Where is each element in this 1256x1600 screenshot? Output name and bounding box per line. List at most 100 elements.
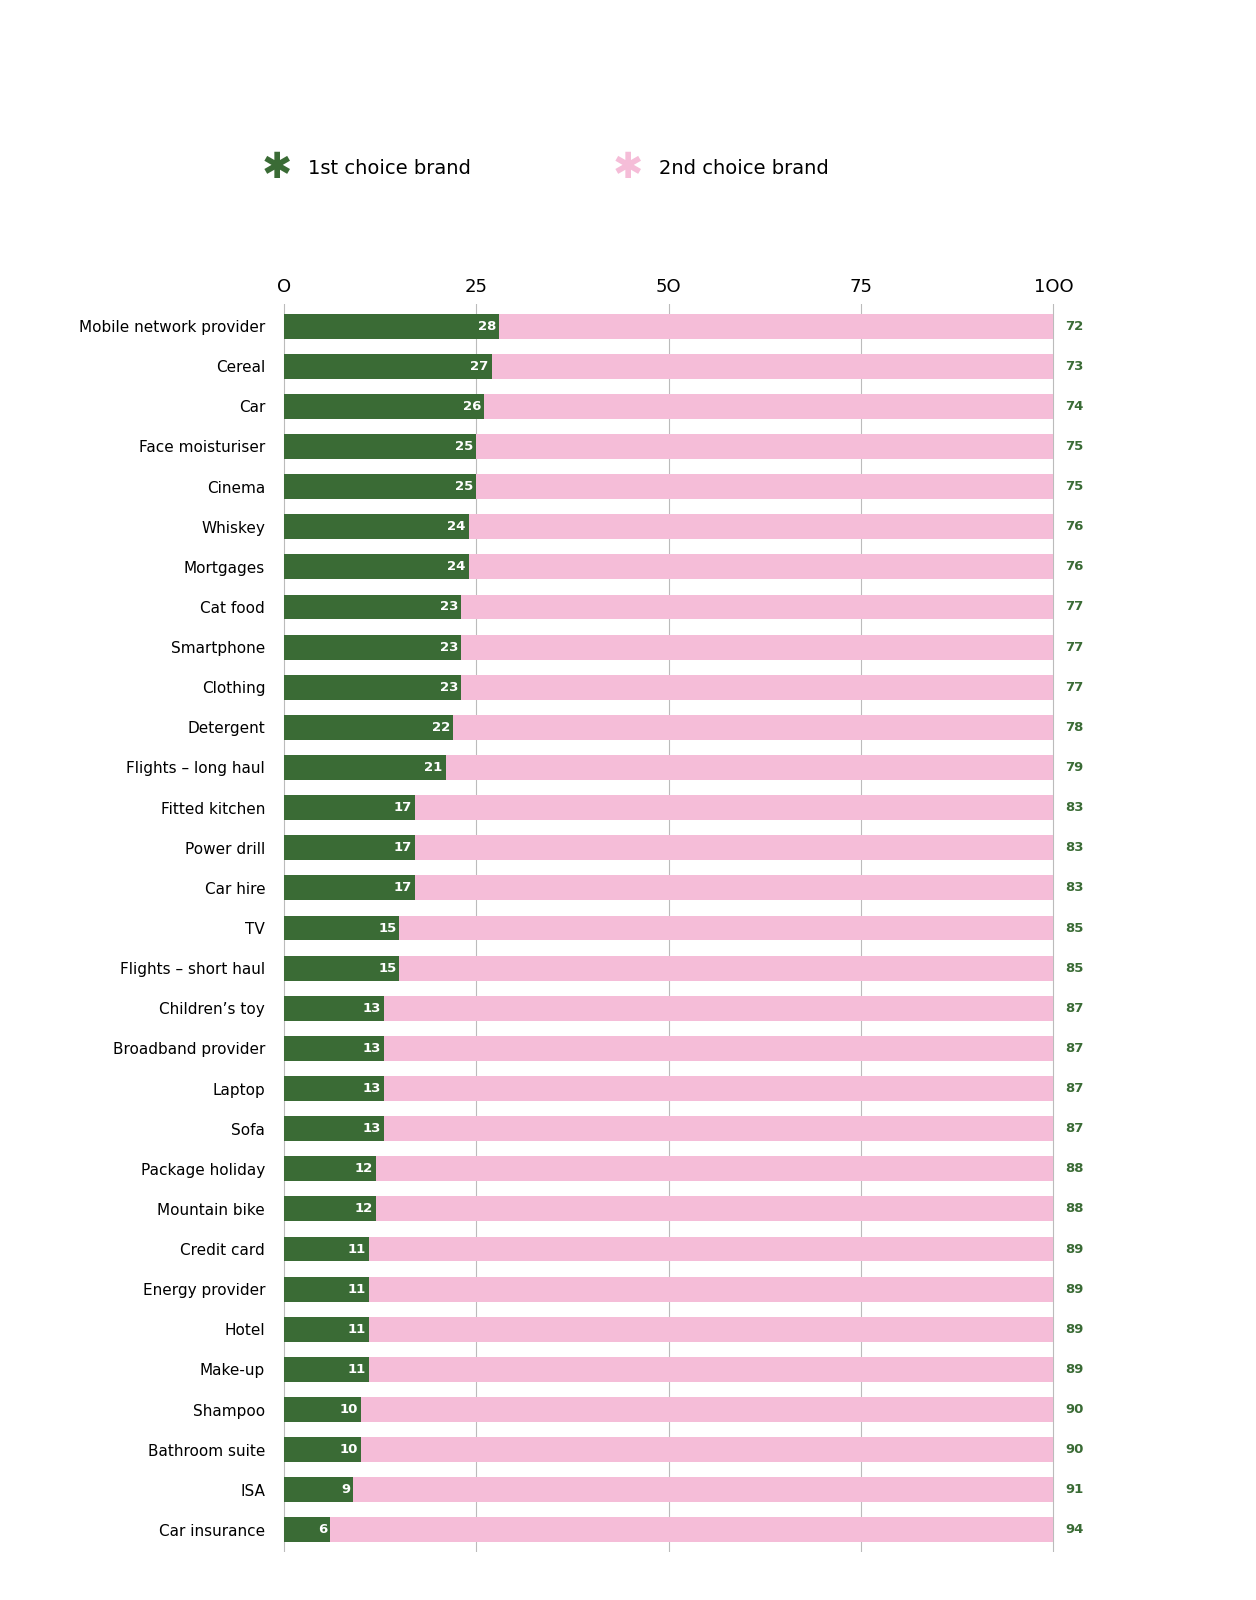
Text: 87: 87 — [1065, 1042, 1084, 1054]
Text: 13: 13 — [363, 1002, 381, 1014]
Text: 21: 21 — [425, 762, 442, 774]
Bar — [284, 1237, 1054, 1261]
Text: 75: 75 — [1065, 480, 1083, 493]
Bar — [284, 755, 446, 779]
Text: 15: 15 — [378, 922, 397, 934]
Bar — [284, 635, 1054, 659]
Text: 25: 25 — [455, 440, 474, 453]
Text: ✱: ✱ — [261, 150, 291, 186]
Text: 13: 13 — [363, 1082, 381, 1094]
Bar — [284, 1237, 369, 1261]
Bar — [284, 955, 399, 981]
Bar — [284, 314, 1054, 339]
Text: 23: 23 — [440, 640, 458, 653]
Text: 25: 25 — [455, 480, 474, 493]
Text: 17: 17 — [393, 882, 412, 894]
Text: 1st choice brand: 1st choice brand — [308, 158, 471, 178]
Bar — [284, 1197, 377, 1221]
Text: 23: 23 — [440, 680, 458, 694]
Bar — [284, 795, 414, 821]
Text: 75: 75 — [1065, 440, 1083, 453]
Text: 6: 6 — [318, 1523, 327, 1536]
Text: 78: 78 — [1065, 722, 1084, 734]
Text: 10: 10 — [339, 1403, 358, 1416]
Bar — [284, 314, 500, 339]
Bar — [284, 1517, 1054, 1542]
Bar — [284, 474, 476, 499]
Text: 24: 24 — [447, 520, 466, 533]
Text: 87: 87 — [1065, 1002, 1084, 1014]
Text: 13: 13 — [363, 1122, 381, 1134]
Bar — [284, 875, 1054, 901]
Text: 72: 72 — [1065, 320, 1083, 333]
Bar — [284, 1157, 377, 1181]
Text: 79: 79 — [1065, 762, 1083, 774]
Text: 27: 27 — [471, 360, 489, 373]
Text: 17: 17 — [393, 842, 412, 854]
Text: 74: 74 — [1065, 400, 1084, 413]
Text: 89: 89 — [1065, 1283, 1084, 1296]
Bar — [284, 875, 414, 901]
Bar — [284, 995, 1054, 1021]
Bar — [284, 555, 1054, 579]
Text: 22: 22 — [432, 722, 450, 734]
Text: 88: 88 — [1065, 1203, 1084, 1216]
Bar — [284, 755, 1054, 779]
Bar — [284, 955, 1054, 981]
Text: 11: 11 — [348, 1243, 365, 1256]
Bar — [284, 715, 453, 739]
Text: 87: 87 — [1065, 1122, 1084, 1134]
Bar — [284, 1357, 369, 1382]
Bar — [284, 1477, 353, 1502]
Bar — [284, 1357, 1054, 1382]
Text: 83: 83 — [1065, 882, 1084, 894]
Text: 88: 88 — [1065, 1162, 1084, 1176]
Text: 85: 85 — [1065, 962, 1084, 974]
Text: 94: 94 — [1065, 1523, 1084, 1536]
Text: 77: 77 — [1065, 640, 1083, 653]
Text: 91: 91 — [1065, 1483, 1083, 1496]
Text: 11: 11 — [348, 1283, 365, 1296]
Bar — [284, 995, 384, 1021]
Text: 11: 11 — [348, 1363, 365, 1376]
Text: 76: 76 — [1065, 520, 1084, 533]
Bar — [284, 1397, 360, 1422]
Bar — [284, 434, 1054, 459]
Text: 9: 9 — [342, 1483, 350, 1496]
Bar — [284, 675, 461, 699]
Bar — [284, 1437, 360, 1462]
Text: 2nd choice brand: 2nd choice brand — [659, 158, 829, 178]
Bar — [284, 394, 484, 419]
Bar — [284, 1397, 1054, 1422]
Text: 73: 73 — [1065, 360, 1084, 373]
Bar — [284, 1157, 1054, 1181]
Bar — [284, 835, 1054, 861]
Text: 85: 85 — [1065, 922, 1084, 934]
Bar — [284, 394, 1054, 419]
Bar — [284, 675, 1054, 699]
Bar — [284, 354, 492, 379]
Bar — [284, 715, 1054, 739]
Bar — [284, 635, 461, 659]
Bar — [284, 915, 1054, 941]
Bar — [284, 1035, 1054, 1061]
Bar — [284, 595, 461, 619]
Bar — [284, 1117, 384, 1141]
Text: 89: 89 — [1065, 1363, 1084, 1376]
Bar — [284, 1517, 330, 1542]
Bar — [284, 555, 468, 579]
Text: 76: 76 — [1065, 560, 1084, 573]
Bar — [284, 474, 1054, 499]
Text: 23: 23 — [440, 600, 458, 613]
Bar — [284, 354, 1054, 379]
Bar — [284, 1477, 1054, 1502]
Bar — [284, 1317, 1054, 1342]
Bar — [284, 514, 1054, 539]
Bar — [284, 1077, 384, 1101]
Bar — [284, 1197, 1054, 1221]
Text: 90: 90 — [1065, 1403, 1084, 1416]
Text: 24: 24 — [447, 560, 466, 573]
Bar — [284, 1277, 1054, 1301]
Text: 26: 26 — [462, 400, 481, 413]
Bar — [284, 835, 414, 861]
